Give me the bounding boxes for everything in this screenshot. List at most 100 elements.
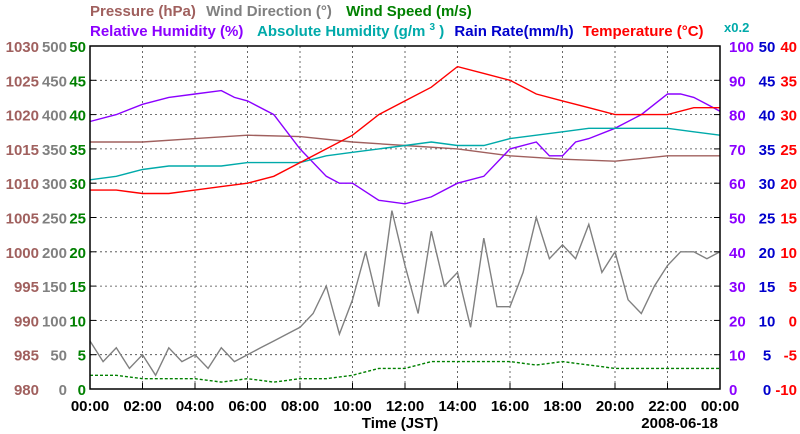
rain-rate-tick-label: 0 <box>763 382 771 399</box>
x-tick-label: 08:00 <box>281 398 319 415</box>
relative-humidity-tick-label: 70 <box>729 142 746 159</box>
x-tick-label: 16:00 <box>491 398 529 415</box>
relative-humidity-tick-label: 60 <box>729 176 746 193</box>
pressure-tick-label: 995 <box>14 279 39 296</box>
legend-wind-direction: Wind Direction (°) <box>206 3 332 20</box>
wind-direction-tick-label: 500 <box>42 39 67 56</box>
temperature-tick-label: 30 <box>780 108 797 125</box>
series-wind-direction <box>89 210 721 377</box>
temperature-tick-label: -5 <box>784 348 797 365</box>
relative-humidity-tick-label: 100 <box>729 39 754 56</box>
x-tick-label: 18:00 <box>543 398 581 415</box>
legend-relative-humidity: Relative Humidity (%) <box>90 23 243 40</box>
series-layer <box>89 65 721 383</box>
temperature-tick-label: 40 <box>780 39 797 56</box>
legend-temperature: Temperature (°C) <box>583 23 704 40</box>
series-wind-speed-m-s <box>90 360 720 383</box>
x-tick-label: 02:00 <box>123 398 161 415</box>
x-tick-label: 04:00 <box>176 398 214 415</box>
wind-direction-tick-label: 300 <box>42 176 67 193</box>
wind-direction-tick-label: 450 <box>42 73 67 90</box>
temperature-tick-label: 10 <box>780 245 797 262</box>
temperature-tick-label: 25 <box>780 142 797 159</box>
wind-speed-tick-label: 30 <box>69 176 86 193</box>
rain-rate-tick-label: 25 <box>759 211 776 228</box>
legend-pressure: Pressure (hPa) <box>90 3 196 20</box>
legend-absolute-humidity: Absolute Humidity (g/m <box>257 23 425 40</box>
rain-rate-tick-label: 35 <box>759 142 776 159</box>
grid <box>90 46 720 389</box>
x-tick-label: 12:00 <box>386 398 424 415</box>
x-tick-label: 06:00 <box>228 398 266 415</box>
relative-humidity-tick-label: 80 <box>729 108 746 125</box>
rain-rate-tick-label: 40 <box>759 108 776 125</box>
rain-rate-tick-label: 10 <box>759 313 776 330</box>
pressure-tick-label: 1000 <box>6 245 39 262</box>
legend: Pressure (hPa) Wind Direction (°) Wind S… <box>90 3 749 40</box>
rain-rate-tick-label: 5 <box>763 348 771 365</box>
legend-row-2: Relative Humidity (%) Absolute Humidity … <box>90 17 704 40</box>
x-axis-label: Time (JST) <box>362 415 438 432</box>
relative-humidity-tick-label: 10 <box>729 348 746 365</box>
wind-speed-tick-label: 40 <box>69 108 86 125</box>
rain-rate-tick-label: 15 <box>759 279 776 296</box>
wind-direction-tick-label: 100 <box>42 313 67 330</box>
wind-speed-tick-label: 25 <box>69 211 86 228</box>
temperature-tick-label: 15 <box>780 211 797 228</box>
relative-humidity-tick-label: 90 <box>729 73 746 90</box>
legend-rain-rate: Rain Rate(mm/h) <box>454 23 573 40</box>
wind-speed-tick-label: 45 <box>69 73 86 90</box>
wind-direction-tick-label: 250 <box>42 211 67 228</box>
rain-rate-tick-label: 20 <box>759 245 776 262</box>
wind-direction-tick-label: 350 <box>42 142 67 159</box>
wind-speed-tick-label: 0 <box>78 382 86 399</box>
rain-rate-tick-label: 45 <box>759 73 776 90</box>
temperature-tick-label: 0 <box>789 313 797 330</box>
wind-direction-tick-label: 50 <box>50 348 67 365</box>
wind-speed-tick-label: 20 <box>69 245 86 262</box>
series-temperature-c <box>90 65 720 195</box>
relative-humidity-tick-label: 30 <box>729 279 746 296</box>
pressure-tick-label: 985 <box>14 348 39 365</box>
x-tick-label: 14:00 <box>438 398 476 415</box>
date-label: 2008-06-18 <box>641 415 718 432</box>
wind-speed-tick-label: 15 <box>69 279 86 296</box>
pressure-tick-label: 1015 <box>6 142 39 159</box>
temperature-tick-label: -10 <box>775 382 797 399</box>
x-tick-label: 10:00 <box>333 398 371 415</box>
legend-scale-note: x0.2 <box>724 20 749 35</box>
relative-humidity-tick-label: 0 <box>729 382 737 399</box>
pressure-tick-label: 1030 <box>6 39 39 56</box>
wind-speed-tick-label: 5 <box>78 348 86 365</box>
x-tick-label: 00:00 <box>701 398 739 415</box>
relative-humidity-tick-label: 40 <box>729 245 746 262</box>
legend-row-1: Pressure (hPa) Wind Direction (°) Wind S… <box>90 3 472 20</box>
rain-rate-tick-label: 30 <box>759 176 776 193</box>
temperature-tick-label: 20 <box>780 176 797 193</box>
series-absolute-humidity-g-m3 <box>89 127 721 181</box>
legend-absolute-humidity-sup: 3 <box>430 22 436 33</box>
wind-direction-tick-label: 200 <box>42 245 67 262</box>
x-tick-label: 20:00 <box>596 398 634 415</box>
x-tick-label: 00:00 <box>71 398 109 415</box>
legend-wind-speed: Wind Speed (m/s) <box>346 3 472 20</box>
wind-speed-tick-label: 35 <box>69 142 86 159</box>
temperature-tick-label: 35 <box>780 73 797 90</box>
rain-rate-tick-label: 50 <box>759 39 776 56</box>
x-tick-label: 22:00 <box>648 398 686 415</box>
pressure-tick-label: 1010 <box>6 176 39 193</box>
pressure-tick-label: 1025 <box>6 73 39 90</box>
legend-absolute-humidity-end: ) <box>439 23 444 40</box>
wind-speed-tick-label: 10 <box>69 313 86 330</box>
wind-speed-tick-label: 50 <box>69 39 86 56</box>
temperature-tick-label: 5 <box>789 279 797 296</box>
relative-humidity-tick-label: 50 <box>729 211 746 228</box>
relative-humidity-tick-label: 20 <box>729 313 746 330</box>
pressure-tick-label: 1020 <box>6 108 39 125</box>
pressure-tick-label: 990 <box>14 313 39 330</box>
pressure-tick-label: 1005 <box>6 211 39 228</box>
axes: 1030102510201015101010051000995990985980… <box>6 39 797 415</box>
wind-direction-tick-label: 400 <box>42 108 67 125</box>
